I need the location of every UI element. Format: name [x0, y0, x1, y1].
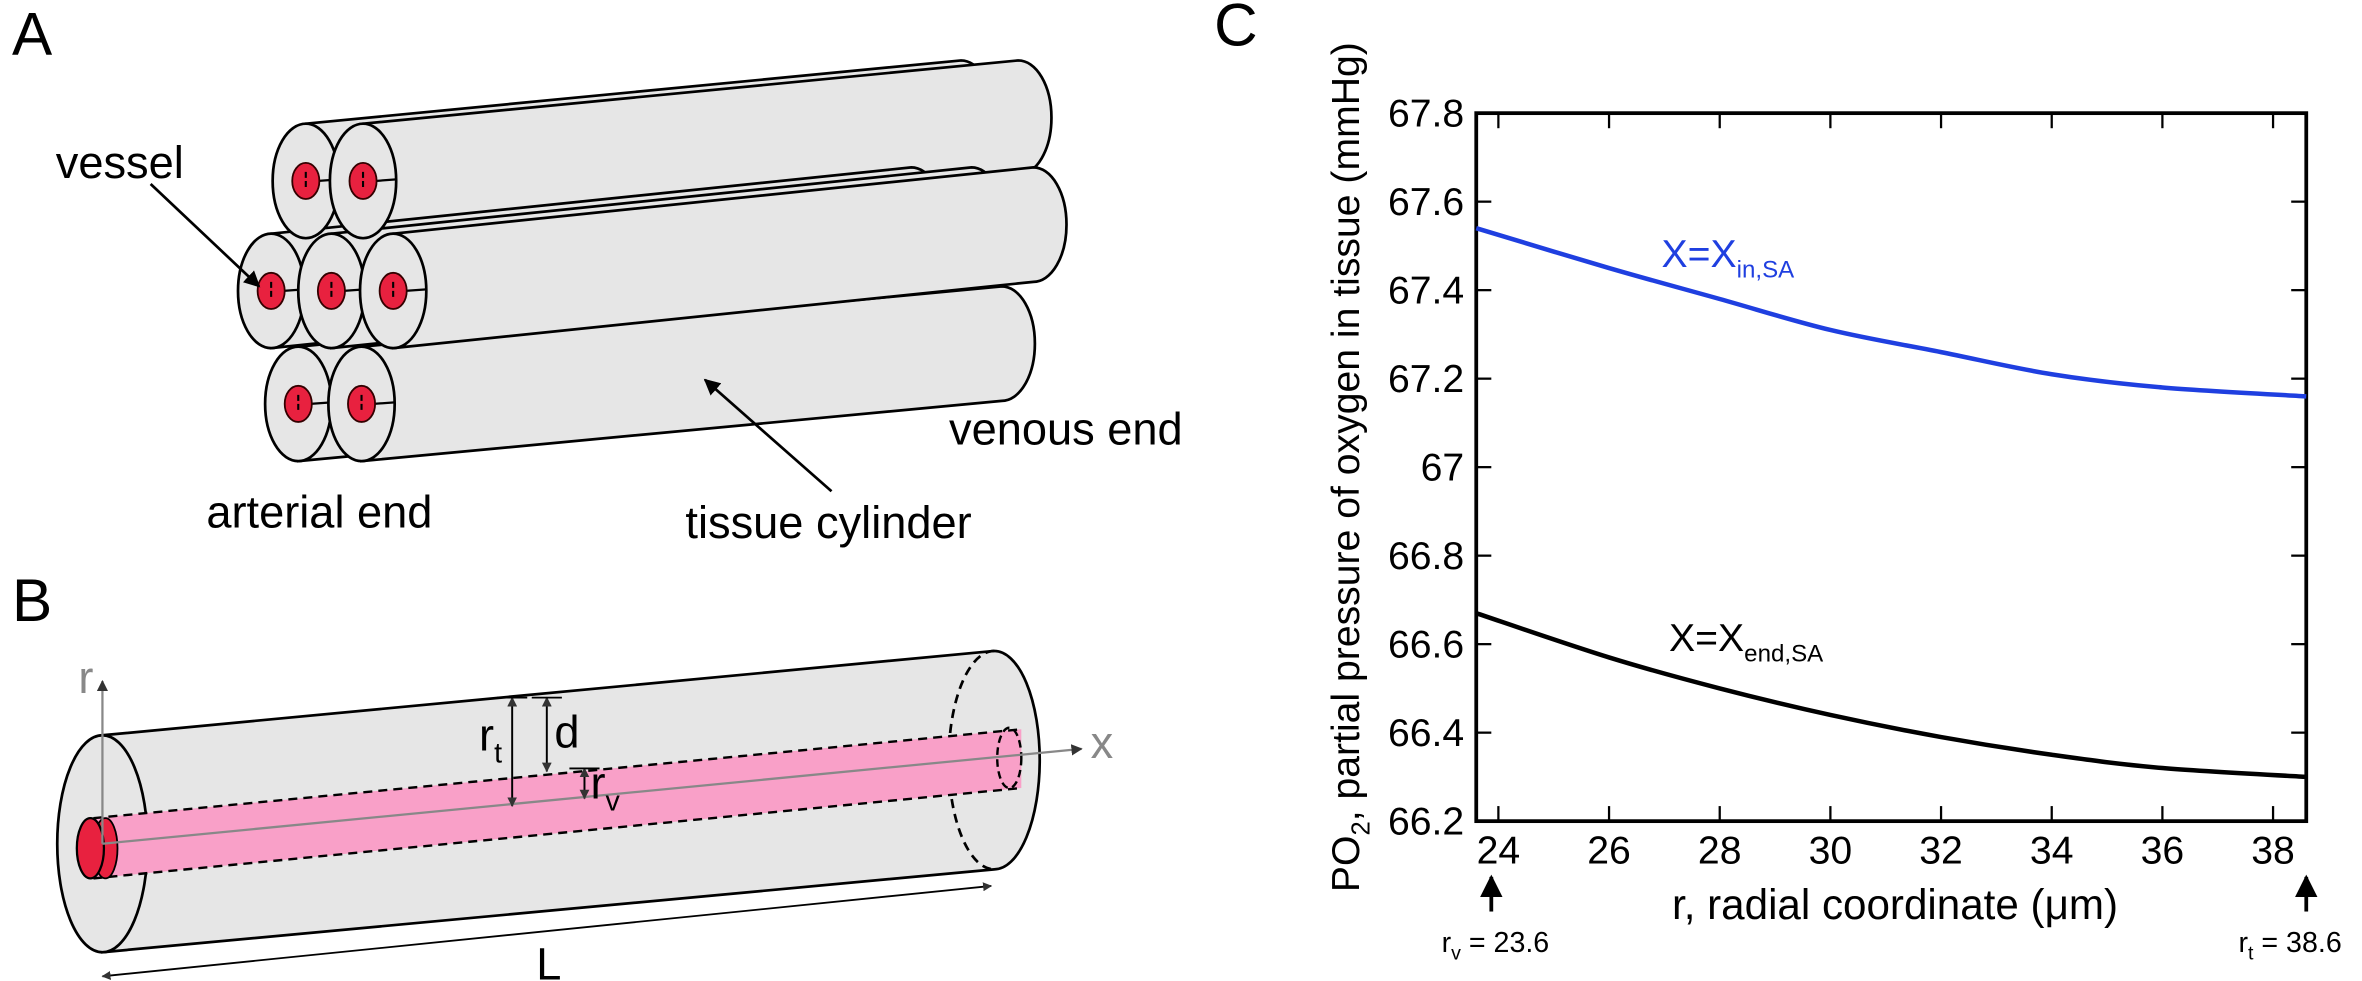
x-tick-label: 34 [2030, 829, 2074, 872]
x-tick-label: 24 [1477, 829, 1521, 872]
panel-label: C [1214, 0, 1258, 58]
y-tick-label: 67.6 [1388, 181, 1464, 224]
marker-label: rv = 23.6 [1442, 927, 1550, 965]
y-axis-label: PO2, partial pressure of oxygen in tissu… [1325, 42, 1376, 892]
vessel [75, 817, 106, 880]
text: = 38.6 [2253, 927, 2341, 959]
x-tick-label: 26 [1587, 829, 1631, 872]
series-label: X=Xin,SA [1662, 233, 1796, 284]
subscript: in,SA [1737, 256, 1796, 283]
dimension [101, 882, 993, 980]
x-tick-label: 38 [2251, 829, 2295, 872]
axis [102, 744, 1083, 845]
y-tick-label: 66.4 [1388, 712, 1464, 755]
annotation: vessel [56, 137, 184, 188]
text: = 23.6 [1461, 927, 1549, 959]
subscript: end,SA [1744, 640, 1824, 667]
annotation: arterial end [206, 486, 432, 537]
text: r [2238, 927, 2248, 959]
chart: 24 26 28 30 32 34 36 38 66.2 66.4 66.6 66.8 67 67.2 67… [1325, 42, 2342, 965]
pointer [149, 182, 261, 288]
subscript: 2 [1347, 821, 1375, 835]
vessel [291, 161, 321, 200]
subscript: t [494, 737, 502, 769]
annotation: rt [479, 709, 502, 769]
y-tick-label: 66.2 [1388, 801, 1464, 844]
diagrams [55, 59, 1083, 980]
axis-label: r [78, 652, 93, 703]
annotation: tissue cylinder [685, 497, 971, 548]
x-tick-label: 36 [2141, 829, 2185, 872]
line [1475, 226, 2307, 399]
text: PO [1325, 836, 1368, 893]
text: r [590, 758, 605, 809]
text: X=X [1669, 617, 1744, 660]
panel-label: A [12, 0, 53, 67]
annotation: d [554, 706, 579, 757]
annotation: rv [590, 758, 620, 818]
axis-label: x [1091, 717, 1114, 768]
y-tick-label: 66.8 [1388, 535, 1464, 578]
text: r [1442, 927, 1452, 959]
pointer [703, 378, 833, 493]
text: r [479, 709, 494, 760]
vessel [348, 161, 378, 200]
y-tick-label: 67 [1421, 447, 1465, 490]
y-tick-label: 67.2 [1388, 358, 1464, 401]
subscript: v [606, 786, 621, 818]
annotation: L [536, 938, 561, 981]
subscript: t [2248, 943, 2254, 965]
text: X=X [1662, 233, 1737, 276]
panel-label: B [12, 566, 52, 634]
series-label: X=Xend,SA [1669, 617, 1824, 668]
x-tick-label: 32 [1919, 829, 1963, 872]
y-tick-label: 66.6 [1388, 624, 1464, 667]
marker-label: rt = 38.6 [2238, 927, 2341, 965]
x-tick-label: 28 [1698, 829, 1742, 872]
capillary-edge [93, 728, 1022, 880]
capillary-end [996, 726, 1023, 790]
subscript: v [1451, 943, 1461, 965]
capillary [93, 729, 1022, 879]
tissue-cylinder [391, 166, 1068, 350]
plot-frame [1474, 111, 2309, 824]
annotation: venous end [949, 404, 1183, 455]
x-axis-label: r, radial coordinate (μm) [1672, 881, 2118, 928]
x-tick-label: 30 [1809, 829, 1853, 872]
text: , partial pressure of oxygen in tissue (… [1325, 42, 1368, 821]
y-tick-label: 67.4 [1388, 270, 1464, 313]
y-tick-label: 67.8 [1388, 93, 1464, 136]
line [1475, 611, 2307, 780]
tissue-cylinder [360, 285, 1037, 463]
